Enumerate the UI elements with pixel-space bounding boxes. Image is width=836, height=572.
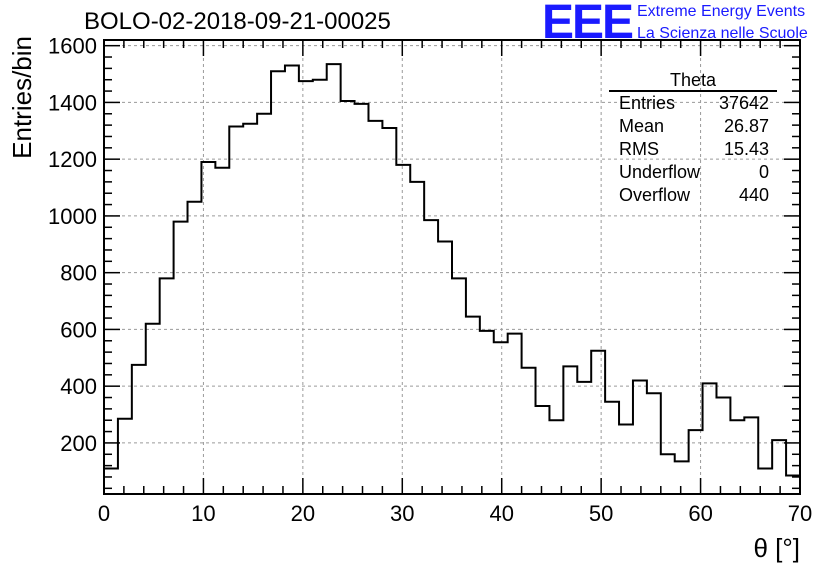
histogram-bin [661, 454, 675, 494]
stats-label: RMS [619, 139, 659, 159]
y-tick-label: 1200 [48, 147, 97, 172]
histogram-bin [243, 124, 257, 494]
histogram-bin [536, 406, 550, 494]
stats-row: Mean 26.87 [609, 115, 777, 138]
histogram-bin [563, 366, 577, 494]
y-tick-labels: 200 400 600 800 1000 1200 1400 1600 [48, 34, 97, 456]
stats-value: 26.87 [723, 116, 769, 136]
histogram-bin [396, 165, 410, 494]
histogram-bin [772, 440, 786, 494]
stats-label: Mean [619, 116, 665, 136]
histogram-bin [201, 162, 215, 494]
x-tick-label: 30 [390, 501, 414, 526]
stats-row: Overflow 440 [609, 184, 777, 207]
histogram-bin [368, 121, 382, 494]
histogram-bin [549, 420, 563, 494]
x-tick-label: 60 [688, 501, 712, 526]
histogram-bin [716, 398, 730, 494]
stats-label: Overflow [619, 185, 691, 205]
stats-value: 15.43 [723, 139, 769, 159]
chart-title: BOLO-02-2018-09-21-00025 [84, 8, 391, 35]
histogram-bin [313, 80, 327, 494]
histogram-bin [438, 241, 452, 494]
x-tick-label: 40 [489, 501, 513, 526]
histogram-bin [605, 402, 619, 494]
histogram-bin [146, 324, 160, 494]
x-tick-label: 20 [291, 501, 315, 526]
histogram-bin [730, 420, 744, 494]
axis-ticks [103, 40, 801, 494]
histogram-bin [522, 368, 536, 494]
stats-value: 0 [758, 162, 769, 182]
y-tick-label: 1600 [48, 34, 97, 59]
histogram-bin [160, 278, 174, 494]
histogram-bin [647, 393, 661, 494]
x-tick-label: 0 [98, 501, 110, 526]
stats-row: Underflow 0 [609, 161, 777, 184]
histogram-bin [229, 127, 243, 494]
histogram-bin [299, 81, 313, 494]
y-axis-title: Entries/bin [7, 36, 37, 159]
histogram-bin [285, 66, 299, 494]
histogram-bin [577, 382, 591, 494]
stats-row: Entries 37642 [609, 92, 777, 115]
histogram-bin [257, 114, 271, 494]
x-tick-label: 70 [788, 501, 812, 526]
y-tick-label: 800 [60, 261, 97, 286]
stats-label: Underflow [619, 162, 701, 182]
stats-box: Theta Entries 37642 Mean 26.87 RMS 15.43 Under… [609, 70, 777, 207]
histogram-series [104, 63, 800, 495]
stats-title: Theta [609, 70, 777, 92]
histogram-bin [675, 461, 689, 494]
histogram-bin [132, 365, 146, 494]
x-tick-label: 50 [589, 501, 613, 526]
eee-logo: EEE [542, 0, 634, 49]
stats-label: Entries [619, 93, 676, 113]
y-tick-label: 600 [60, 317, 97, 342]
histogram-bin [174, 222, 188, 494]
histogram-bin [341, 101, 355, 494]
x-tick-labels: 0 10 20 30 40 50 60 70 [98, 501, 812, 526]
plot-frame [103, 39, 801, 495]
histogram-bin [744, 417, 758, 494]
histogram-bin [271, 71, 285, 494]
logo-tagline-1: Extreme Energy Events [637, 3, 806, 20]
histogram-bin [382, 128, 396, 494]
stats-value: 440 [738, 185, 769, 205]
stats-value: 37642 [718, 93, 769, 113]
histogram-bin [327, 64, 341, 494]
histogram-bin [118, 419, 132, 494]
histogram-bin [355, 104, 369, 494]
histogram-bin [703, 383, 717, 494]
x-axis-title: θ [°] [753, 533, 800, 563]
histogram-bin [104, 468, 118, 494]
y-tick-label: 1400 [48, 90, 97, 115]
histogram-bin [619, 424, 633, 494]
stats-rows: Entries 37642 Mean 26.87 RMS 15.43 Underflow 0 O… [609, 92, 777, 207]
histogram-bin [480, 331, 494, 494]
y-tick-label: 200 [60, 431, 97, 456]
histogram-bin [466, 317, 480, 494]
histogram-bin [494, 342, 508, 494]
y-tick-label: 1000 [48, 204, 97, 229]
histogram-bin [786, 476, 800, 494]
histogram-bin [410, 182, 424, 494]
stats-row: RMS 15.43 [609, 138, 777, 161]
x-tick-label: 10 [191, 501, 215, 526]
histogram-bin [424, 220, 438, 494]
histogram-bin [633, 381, 647, 495]
histogram-bin [188, 202, 202, 494]
histogram-bin [452, 278, 466, 494]
y-tick-label: 400 [60, 374, 97, 399]
histogram-line [104, 63, 800, 477]
logo-tagline-2: La Scienza nelle Scuole [637, 25, 808, 42]
histogram-bin [508, 334, 522, 494]
histogram-bin [215, 168, 229, 494]
histogram-bin [591, 351, 605, 494]
